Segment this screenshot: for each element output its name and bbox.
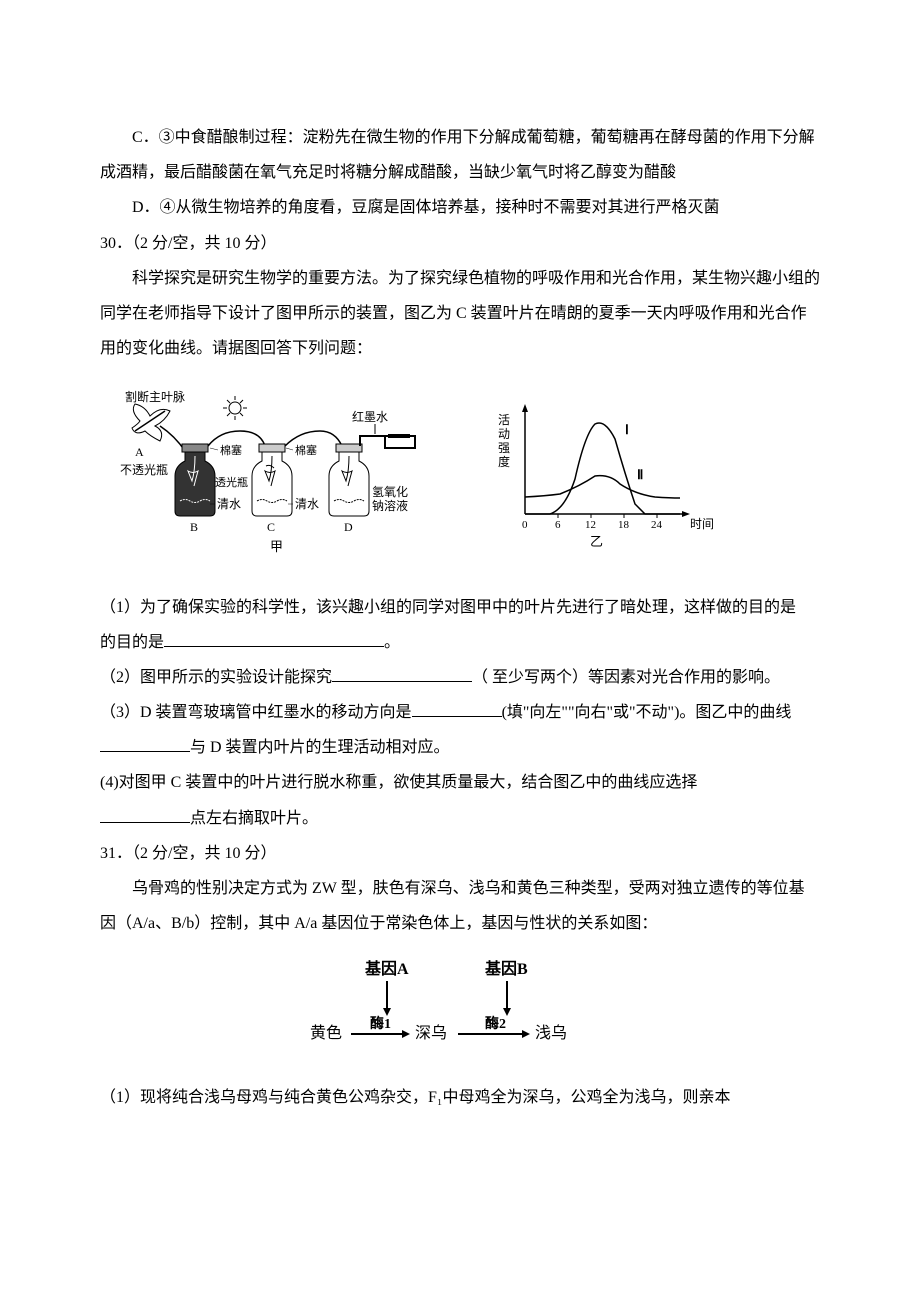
figure-row: 割断主叶脉 A 红墨水 不透光瓶 — [120, 386, 820, 574]
ylabel-3: 强 — [498, 441, 510, 455]
arrow-b-head — [503, 1008, 511, 1016]
sun-icon — [223, 396, 247, 420]
label-red-ink: 红墨水 — [352, 409, 388, 424]
bottle-d-icon — [329, 444, 369, 516]
xtick-6: 6 — [555, 519, 561, 531]
diagram-jia: 割断主叶脉 A 红墨水 不透光瓶 — [120, 386, 450, 574]
pathway-arrow-2 — [522, 1030, 530, 1038]
label-c: C — [267, 520, 275, 534]
gene-a-label: 基因A — [364, 959, 409, 978]
diagram-yi: 活 动 强 度 0 6 12 18 24 时间 Ⅰ Ⅱ — [490, 394, 720, 567]
label-naoh-2: 钠溶液 — [372, 498, 408, 513]
gene-b-label: 基因B — [484, 959, 528, 978]
option-c: C．③中食醋酿制过程：淀粉先在微生物的作用下分解成葡萄糖，葡萄糖再在酵母菌的作用… — [100, 120, 820, 190]
q31-1: （1）现将纯合浅乌母鸡与纯合黄色公鸡杂交，F₁中母鸡全为深乌，公鸡全为浅乌，则亲… — [100, 1080, 820, 1115]
q30-1: （1）为了确保实验的科学性，该兴趣小组的同学对图甲中的叶片先进行了暗处理，这样做… — [100, 590, 820, 625]
q30-intro: 科学探究是研究生物学的重要方法。为了探究绿色植物的呼吸作用和光合作用，某生物兴趣… — [100, 261, 820, 367]
q30-1-blank — [164, 646, 384, 647]
q30-1-period: 。 — [384, 634, 400, 651]
q30-3-blank2 — [100, 751, 190, 752]
pathway-arrow-1 — [402, 1030, 410, 1038]
label-water2: 清水 — [295, 497, 319, 511]
q30-2b: （ 至少写两个）等因素对光合作用的影响。 — [472, 669, 780, 686]
label-opaque: 不透光瓶 — [120, 463, 168, 477]
yellow-label: 黄色 — [310, 1024, 342, 1042]
bottle-b-icon — [175, 444, 215, 516]
ylabel-1: 活 — [498, 413, 510, 427]
xtick-24: 24 — [651, 519, 663, 531]
q30-2: （2）图甲所示的实验设计能探究 （ 至少写两个）等因素对光合作用的影响。 — [100, 660, 820, 695]
caption-yi: 乙 — [590, 534, 603, 549]
label-curve1: Ⅰ — [625, 422, 629, 437]
q30-4b: 点左右摘取叶片。 — [190, 810, 318, 827]
label-plug1: 棉塞 — [220, 443, 242, 457]
curve-1 — [525, 423, 680, 514]
q30-4a: (4)对图甲 C 装置中的叶片进行脱水称重，欲使其质量最大，结合图乙中的曲线应选… — [100, 774, 697, 791]
label-b: B — [190, 520, 198, 534]
gene-diagram: 基因A 基因B 黄色 酶1 深乌 酶2 浅乌 — [100, 956, 820, 1064]
q31-header: 31．（2 分/空，共 10 分） — [100, 836, 820, 871]
label-plug2: 棉塞 — [295, 443, 317, 457]
caption-jia: 甲 — [270, 539, 283, 554]
q30-3: （3）D 装置弯玻璃管中红墨水的移动方向是 (填"向左""向右"或"不动")。图乙… — [100, 695, 820, 765]
leaf-a-icon — [132, 404, 185, 451]
q30-4: (4)对图甲 C 装置中的叶片进行脱水称重，欲使其质量最大，结合图乙中的曲线应选… — [100, 765, 820, 800]
q30-3a: （3）D 装置弯玻璃管中红墨水的移动方向是 — [100, 704, 412, 721]
ylabel-2: 动 — [498, 427, 510, 441]
light-label: 浅乌 — [535, 1024, 567, 1042]
label-transparent: 透光瓶 — [215, 475, 248, 489]
q30-1b-line: 的目的是 。 — [100, 625, 820, 660]
arrow-a-head — [383, 1008, 391, 1016]
x-arrow — [682, 511, 690, 517]
enzyme1-label: 酶1 — [370, 1015, 391, 1032]
q30-1-text: （1）为了确保实验的科学性，该兴趣小组的同学对图甲中的叶片先进行了暗处理，这样做… — [100, 599, 796, 616]
q30-3b: (填"向左""向右"或"不动")。图乙中的曲线 — [502, 704, 792, 721]
xlabel: 时间 — [690, 517, 714, 531]
xtick-18: 18 — [618, 519, 630, 531]
label-curve2: Ⅱ — [637, 467, 643, 482]
label-naoh-1: 氢氧化 — [372, 484, 408, 499]
label-cut-vein: 割断主叶脉 — [125, 389, 185, 404]
xtick-0: 0 — [522, 519, 528, 531]
ylabel-4: 度 — [498, 454, 510, 469]
deep-label: 深乌 — [415, 1024, 447, 1042]
label-water1: 清水 — [217, 497, 241, 511]
label-a: A — [135, 445, 144, 459]
xtick-12: 12 — [585, 519, 596, 531]
y-arrow — [522, 404, 528, 412]
q30-header: 30．（2 分/空，共 10 分） — [100, 226, 820, 261]
label-d: D — [344, 520, 353, 534]
option-d: D．④从微生物培养的角度看，豆腐是固体培养基，接种时不需要对其进行严格灭菌 — [100, 190, 820, 225]
q30-3c: 与 D 装置内叶片的生理活动相对应。 — [190, 739, 450, 756]
q30-4b-line: 点左右摘取叶片。 — [100, 801, 820, 836]
q30-1-blank-label: 的目的是 — [100, 634, 164, 651]
enzyme2-label: 酶2 — [485, 1015, 506, 1032]
q30-4-blank — [100, 822, 190, 823]
curve-2 — [525, 475, 680, 497]
q30-2-blank — [332, 681, 472, 682]
q31-intro: 乌骨鸡的性别决定方式为 ZW 型，肤色有深乌、浅乌和黄色三种类型，受两对独立遗传… — [100, 871, 820, 941]
bottle-c-icon — [252, 444, 292, 516]
q30-2a: （2）图甲所示的实验设计能探究 — [100, 669, 332, 686]
q30-3-blank1 — [412, 716, 502, 717]
